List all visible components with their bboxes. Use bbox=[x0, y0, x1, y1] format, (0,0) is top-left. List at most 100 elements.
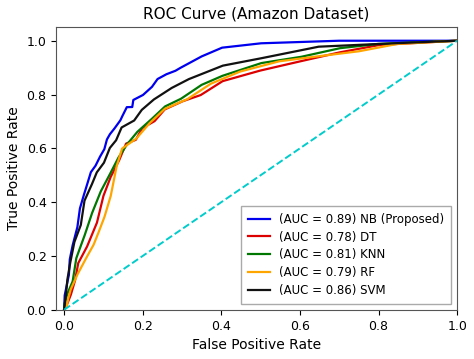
(AUC = 0.89) NB (Proposed) bbox=[119, 115, 125, 119]
(AUC = 0.78) DT bbox=[180, 99, 185, 103]
(AUC = 0.89) NB (Proposed) bbox=[140, 93, 146, 97]
Title: ROC Curve (Amazon Dataset): ROC Curve (Amazon Dataset) bbox=[144, 7, 370, 22]
(AUC = 0.79) RF bbox=[208, 81, 214, 86]
(AUC = 0.78) DT bbox=[220, 79, 226, 83]
(AUC = 0.79) RF bbox=[454, 38, 460, 43]
(AUC = 0.79) RF bbox=[356, 49, 362, 53]
(AUC = 0.78) DT bbox=[298, 59, 303, 64]
(AUC = 0.78) DT bbox=[257, 69, 263, 73]
(AUC = 0.78) DT bbox=[162, 107, 168, 112]
(AUC = 0.78) DT bbox=[108, 175, 113, 179]
(AUC = 0.81) KNN bbox=[178, 97, 184, 101]
(AUC = 0.86) SVM bbox=[78, 223, 83, 227]
(AUC = 0.78) DT bbox=[377, 43, 383, 47]
(AUC = 0.79) RF bbox=[91, 243, 96, 247]
(AUC = 0.78) DT bbox=[337, 50, 343, 55]
(AUC = 0.86) SVM bbox=[186, 77, 191, 81]
(AUC = 0.89) NB (Proposed) bbox=[129, 105, 135, 109]
(AUC = 0.78) DT bbox=[133, 137, 138, 142]
(AUC = 0.79) RF bbox=[119, 146, 125, 151]
(AUC = 0.78) DT bbox=[100, 194, 106, 198]
(AUC = 0.89) NB (Proposed) bbox=[97, 154, 103, 159]
(AUC = 0.79) RF bbox=[184, 97, 190, 101]
(AUC = 0.81) KNN bbox=[62, 302, 67, 306]
(AUC = 0.89) NB (Proposed) bbox=[62, 293, 68, 297]
Line: (AUC = 0.79) RF: (AUC = 0.79) RF bbox=[64, 41, 457, 310]
Line: (AUC = 0.89) NB (Proposed): (AUC = 0.89) NB (Proposed) bbox=[64, 41, 457, 310]
(AUC = 0.81) KNN bbox=[89, 211, 95, 215]
(AUC = 0.89) NB (Proposed) bbox=[74, 225, 80, 229]
(AUC = 0.86) SVM bbox=[316, 45, 321, 49]
(AUC = 0.79) RF bbox=[147, 121, 153, 125]
(AUC = 0.81) KNN bbox=[124, 142, 130, 146]
(AUC = 0.78) DT bbox=[68, 293, 73, 297]
(AUC = 0.89) NB (Proposed) bbox=[81, 193, 87, 197]
X-axis label: False Positive Rate: False Positive Rate bbox=[192, 338, 321, 352]
Line: (AUC = 0.78) DT: (AUC = 0.78) DT bbox=[64, 41, 457, 310]
(AUC = 0.78) DT bbox=[123, 141, 129, 146]
(AUC = 0.79) RF bbox=[114, 164, 119, 168]
(AUC = 0.79) RF bbox=[61, 308, 67, 312]
(AUC = 0.79) RF bbox=[316, 54, 322, 58]
(AUC = 0.89) NB (Proposed) bbox=[61, 308, 67, 312]
(AUC = 0.78) DT bbox=[61, 308, 67, 312]
(AUC = 0.78) DT bbox=[94, 220, 100, 225]
(AUC = 0.89) NB (Proposed) bbox=[112, 126, 118, 131]
(AUC = 0.89) NB (Proposed) bbox=[130, 98, 136, 102]
(AUC = 0.78) DT bbox=[139, 126, 145, 130]
(AUC = 0.78) DT bbox=[117, 158, 122, 162]
(AUC = 0.86) SVM bbox=[113, 138, 119, 143]
(AUC = 0.86) SVM bbox=[94, 170, 100, 174]
(AUC = 0.89) NB (Proposed) bbox=[93, 164, 99, 168]
(AUC = 0.86) SVM bbox=[61, 308, 67, 312]
(AUC = 0.79) RF bbox=[64, 304, 70, 308]
(AUC = 0.89) NB (Proposed) bbox=[70, 243, 75, 247]
(AUC = 0.89) NB (Proposed) bbox=[219, 46, 225, 50]
(AUC = 0.81) KNN bbox=[162, 104, 168, 108]
(AUC = 0.86) SVM bbox=[101, 160, 107, 165]
(AUC = 0.86) SVM bbox=[64, 277, 70, 281]
(AUC = 0.78) DT bbox=[152, 119, 157, 123]
(AUC = 0.89) NB (Proposed) bbox=[164, 72, 169, 76]
(AUC = 0.78) DT bbox=[75, 261, 81, 265]
(AUC = 0.78) DT bbox=[72, 278, 78, 283]
(AUC = 0.79) RF bbox=[395, 42, 401, 46]
(AUC = 0.86) SVM bbox=[169, 86, 174, 90]
(AUC = 0.78) DT bbox=[198, 93, 203, 97]
(AUC = 0.81) KNN bbox=[61, 308, 67, 312]
(AUC = 0.86) SVM bbox=[67, 260, 73, 265]
(AUC = 0.79) RF bbox=[68, 287, 73, 292]
(AUC = 0.81) KNN bbox=[82, 233, 88, 237]
(AUC = 0.81) KNN bbox=[64, 292, 70, 296]
(AUC = 0.81) KNN bbox=[199, 83, 204, 87]
(AUC = 0.89) NB (Proposed) bbox=[258, 41, 264, 46]
Y-axis label: True Positive Rate: True Positive Rate bbox=[7, 107, 21, 230]
(AUC = 0.86) SVM bbox=[131, 118, 137, 123]
(AUC = 0.78) DT bbox=[64, 302, 70, 306]
(AUC = 0.89) NB (Proposed) bbox=[67, 257, 73, 261]
(AUC = 0.86) SVM bbox=[72, 240, 77, 244]
(AUC = 0.89) NB (Proposed) bbox=[83, 185, 89, 189]
(AUC = 0.86) SVM bbox=[394, 41, 400, 45]
Line: (AUC = 0.81) KNN: (AUC = 0.81) KNN bbox=[64, 41, 457, 310]
(AUC = 0.86) SVM bbox=[119, 125, 125, 130]
(AUC = 0.79) RF bbox=[162, 107, 168, 111]
(AUC = 0.79) RF bbox=[108, 194, 114, 198]
Legend: (AUC = 0.89) NB (Proposed), (AUC = 0.78) DT, (AUC = 0.81) KNN, (AUC = 0.79) RF, : (AUC = 0.89) NB (Proposed), (AUC = 0.78)… bbox=[241, 206, 451, 304]
(AUC = 0.86) SVM bbox=[82, 199, 87, 203]
(AUC = 0.86) SVM bbox=[454, 38, 460, 43]
(AUC = 0.81) KNN bbox=[375, 42, 381, 46]
(AUC = 0.89) NB (Proposed) bbox=[178, 65, 184, 70]
(AUC = 0.81) KNN bbox=[219, 74, 225, 78]
(AUC = 0.86) SVM bbox=[139, 108, 145, 112]
(AUC = 0.81) KNN bbox=[73, 256, 79, 260]
(AUC = 0.89) NB (Proposed) bbox=[155, 77, 160, 81]
(AUC = 0.81) KNN bbox=[149, 117, 155, 121]
(AUC = 0.89) NB (Proposed) bbox=[336, 38, 342, 43]
(AUC = 0.81) KNN bbox=[337, 46, 343, 50]
(AUC = 0.81) KNN bbox=[70, 279, 75, 284]
(AUC = 0.89) NB (Proposed) bbox=[118, 118, 123, 122]
(AUC = 0.79) RF bbox=[75, 272, 81, 276]
(AUC = 0.89) NB (Proposed) bbox=[66, 273, 72, 277]
(AUC = 0.86) SVM bbox=[220, 64, 226, 68]
